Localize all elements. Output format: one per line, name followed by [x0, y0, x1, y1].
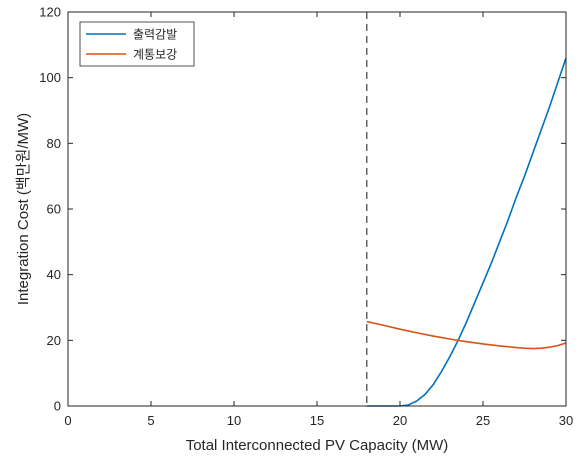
x-axis-label: Total Interconnected PV Capacity (MW): [186, 437, 449, 454]
tick-layer: 0 5 10 15 20 25 30 0 20 40 60 80 100 120: [39, 5, 573, 429]
x-tick-label-5: 25: [476, 413, 490, 428]
x-tick-label-6: 30: [559, 413, 573, 428]
legend-label-1: 계통보강: [133, 48, 177, 62]
y-tick-label-4: 80: [47, 136, 61, 151]
y-tick-label-0: 0: [54, 399, 61, 414]
y-tick-label-6: 120: [39, 5, 61, 20]
x-tick-label-3: 15: [310, 413, 324, 428]
legend: 출력감발 계통보강: [79, 21, 195, 67]
y-axis-label: Integration Cost (백만원/MW): [15, 113, 32, 305]
legend-box: [79, 21, 195, 67]
y-tick-label-3: 60: [47, 202, 61, 217]
y-tick-label-5: 100: [39, 70, 61, 85]
x-tick-label-0: 0: [64, 413, 71, 428]
x-tick-label-4: 20: [393, 413, 407, 428]
x-tick-label-1: 5: [147, 413, 154, 428]
x-tick-label-2: 10: [227, 413, 241, 428]
series-line-1: [366, 320, 567, 350]
y-tick-label-1: 20: [47, 333, 61, 348]
plot-area: [68, 12, 566, 406]
y-tick-label-2: 40: [47, 267, 61, 282]
legend-label-0: 출력감발: [133, 28, 177, 42]
